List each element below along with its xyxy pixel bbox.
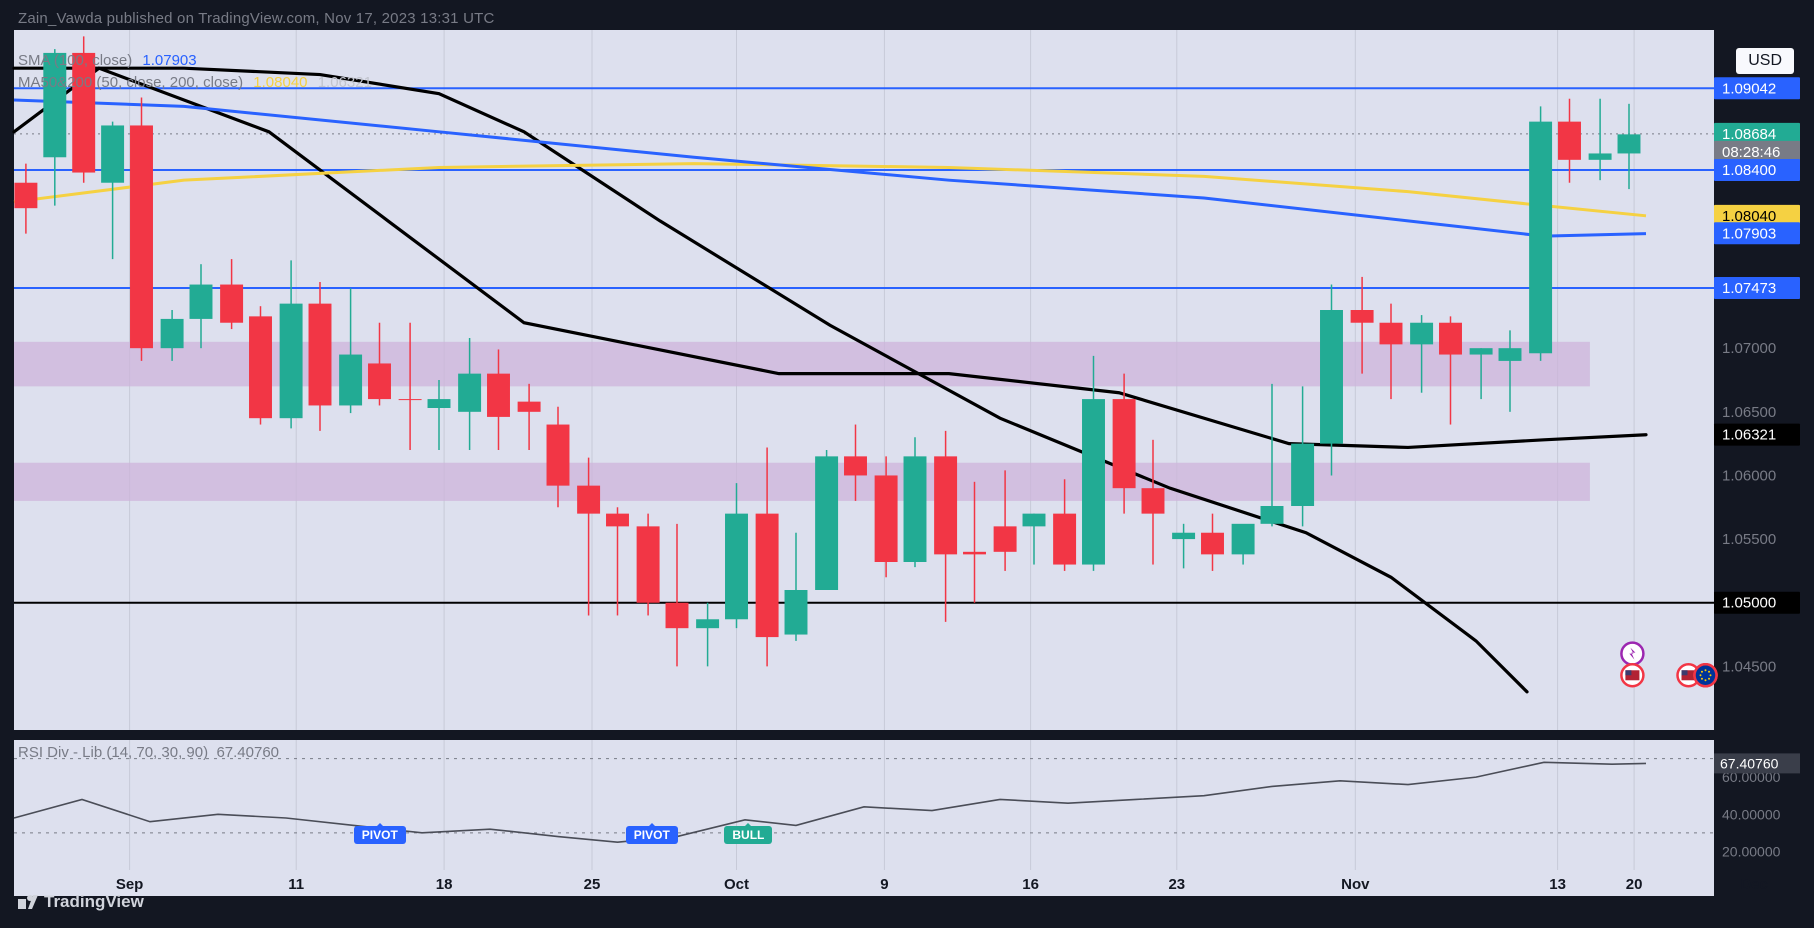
chart-marker: PIVOT: [354, 826, 406, 844]
svg-text:1.04500: 1.04500: [1722, 658, 1776, 675]
svg-text:Nov: Nov: [1341, 876, 1370, 893]
svg-text:18: 18: [436, 876, 453, 893]
trading-chart[interactable]: Zain_Vawda published on TradingView.com,…: [0, 0, 1814, 928]
svg-text:67.40760: 67.40760: [1720, 755, 1779, 771]
svg-text:16: 16: [1022, 876, 1039, 893]
svg-text:40.00000: 40.00000: [1722, 806, 1781, 822]
svg-text:13: 13: [1549, 876, 1566, 893]
svg-text:9: 9: [880, 876, 888, 893]
svg-text:1.06321: 1.06321: [1722, 427, 1776, 444]
legend-ma: MA50&200 (50, close, 200, close) 1.08040…: [18, 74, 372, 91]
legend-sma: SMA (100, close) 1.07903: [18, 52, 197, 69]
svg-text:1.06500: 1.06500: [1722, 404, 1776, 421]
svg-text:25: 25: [584, 876, 601, 893]
currency-badge: USD: [1736, 48, 1794, 74]
chart-svg: 1.090421.0868408:28:461.084001.080401.07…: [0, 0, 1814, 928]
svg-text:1.08400: 1.08400: [1722, 162, 1776, 179]
svg-text:08:28:46: 08:28:46: [1722, 144, 1780, 161]
svg-text:Oct: Oct: [724, 876, 749, 893]
svg-text:20: 20: [1626, 876, 1643, 893]
svg-text:Dec: Dec: [1740, 876, 1768, 893]
svg-text:23: 23: [1168, 876, 1185, 893]
chart-marker: PIVOT: [626, 826, 678, 844]
svg-text:11: 11: [288, 876, 304, 893]
svg-text:20.00000: 20.00000: [1722, 843, 1781, 859]
svg-text:1.05000: 1.05000: [1722, 595, 1776, 612]
svg-text:1.07000: 1.07000: [1722, 340, 1776, 357]
chart-marker: BULL: [724, 826, 772, 844]
svg-text:1.05500: 1.05500: [1722, 531, 1776, 548]
svg-text:1.07473: 1.07473: [1722, 280, 1776, 297]
svg-text:1.06000: 1.06000: [1722, 467, 1776, 484]
attribution-text: Zain_Vawda published on TradingView.com,…: [18, 10, 495, 27]
svg-text:1.07903: 1.07903: [1722, 225, 1776, 242]
tradingview-logo: TradingView: [18, 892, 144, 912]
svg-text:1.08684: 1.08684: [1722, 126, 1776, 143]
rsi-legend: RSI Div - Lib (14, 70, 30, 90) 67.40760: [18, 744, 279, 761]
svg-text:1.09042: 1.09042: [1722, 80, 1776, 97]
svg-text:Sep: Sep: [116, 876, 144, 893]
